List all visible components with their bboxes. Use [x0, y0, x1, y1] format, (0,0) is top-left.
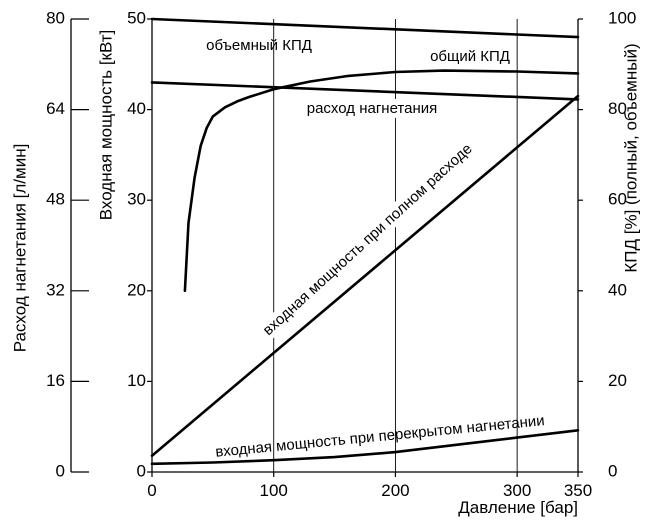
- efficiency-tick-label-40: 40: [608, 280, 627, 299]
- volumetric-efficiency-label-group: объемный КПД: [206, 37, 312, 54]
- axes: [70, 19, 579, 473]
- power-full-flow-line: [150, 94, 580, 458]
- discharge-flow-label-background: [302, 98, 442, 118]
- efficiency-tick-label-60: 60: [608, 190, 627, 209]
- power-tick-label-30: 30: [127, 190, 146, 209]
- overall-efficiency-label-group: общий КПД: [430, 48, 510, 65]
- flow-tick-label-32: 32: [46, 280, 65, 299]
- power-tick-label-50: 50: [127, 8, 146, 27]
- discharge-flow-label: расход нагнетания: [307, 100, 438, 117]
- power-blocked-discharge-line: [150, 428, 580, 466]
- power-axis-title: Входная мощность [кВт]: [96, 30, 115, 221]
- power-tick-label-40: 40: [127, 99, 146, 118]
- efficiency-tick-label-20: 20: [608, 371, 627, 390]
- x-tick-label-200: 200: [381, 481, 409, 500]
- volumetric-efficiency-label: объемный КПД: [206, 37, 312, 54]
- power-full-flow-label-background: [256, 136, 480, 343]
- overall-efficiency-label: общий КПД: [430, 48, 510, 65]
- power-full-flow-label: входная мощность при полном расходе: [260, 140, 476, 339]
- power-tick-label-0: 0: [137, 461, 146, 480]
- efficiency-tick-label-0: 0: [608, 461, 617, 480]
- x-axis-title: Давление [бар]: [458, 498, 578, 517]
- power-full-flow-label-group: входная мощность при полном расходе: [256, 136, 480, 343]
- flow-tick-label-0: 0: [56, 461, 65, 480]
- efficiency-tick-label-80: 80: [608, 99, 627, 118]
- series-lines: [150, 17, 580, 466]
- flow-axis-title: Расход нагнетания [л/мин]: [10, 144, 29, 353]
- overall-efficiency-line: [183, 69, 580, 293]
- discharge-flow-line: [150, 81, 580, 101]
- flow-tick-label-64: 64: [46, 99, 65, 118]
- discharge-flow-label-group: расход нагнетания: [302, 98, 442, 118]
- flow-tick-label-80: 80: [46, 8, 65, 27]
- ticks: 0 100 200 300 350 0 16 32 48 64 80 0 10 20 30 40 50 0 20 40…: [46, 8, 636, 500]
- volumetric-efficiency-line: [150, 17, 580, 39]
- x-tick-label-350: 350: [564, 481, 592, 500]
- flow-tick-label-48: 48: [46, 190, 65, 209]
- series-labels: объемный КПД общий КПД расход нагнетания вх…: [206, 37, 545, 461]
- x-tick-label-100: 100: [260, 481, 288, 500]
- flow-tick-label-16: 16: [46, 371, 65, 390]
- efficiency-axis-title: КПД [%] (полный, объемный): [621, 43, 640, 272]
- grid-lines: [273, 19, 518, 472]
- power-tick-label-10: 10: [127, 371, 146, 390]
- efficiency-tick-label-100: 100: [608, 8, 636, 27]
- x-tick-label-0: 0: [147, 481, 156, 500]
- power-tick-label-20: 20: [127, 280, 146, 299]
- x-tick-label-300: 300: [503, 481, 531, 500]
